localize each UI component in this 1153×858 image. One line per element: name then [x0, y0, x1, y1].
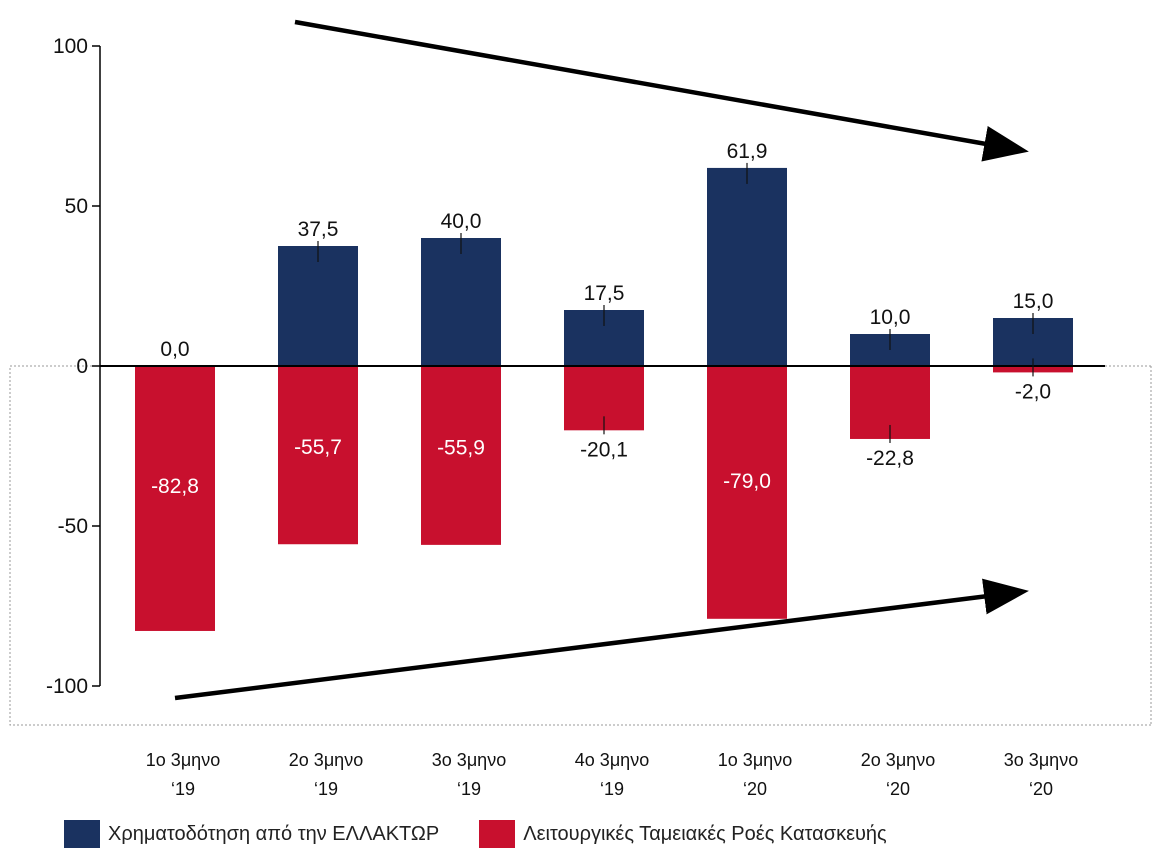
legend-label-funding: Χρηματοδότηση από την ΕΛΛΑΚΤΩΡ — [108, 822, 440, 845]
x-tick-label-year: ‘19 — [171, 779, 195, 799]
bar-operating-cash — [421, 366, 501, 545]
data-label-funding: 15,0 — [1013, 290, 1054, 313]
data-label-funding: 61,9 — [727, 140, 768, 163]
data-label-operating-cash: -55,7 — [294, 436, 342, 459]
x-tick-label: 2ο 3μηνο — [861, 750, 935, 770]
x-tick-label-year: ‘19 — [314, 779, 338, 799]
legend-label-operating-cash: Λειτουργικές Ταμειακές Ροές Κατασκευής — [523, 822, 887, 845]
y-tick-label: 0 — [76, 355, 88, 378]
legend: Χρηματοδότηση από την ΕΛΛΑΚΤΩΡ Λειτουργι… — [64, 820, 927, 848]
data-label-funding: 17,5 — [584, 282, 625, 305]
legend-item-funding: Χρηματοδότηση από την ΕΛΛΑΚΤΩΡ — [64, 820, 439, 848]
x-tick-label: 1ο 3μηνο — [718, 750, 792, 770]
data-label-operating-cash: -55,9 — [437, 436, 485, 459]
bar-operating-cash — [707, 366, 787, 619]
x-tick-label-year: ‘20 — [886, 779, 910, 799]
data-label-operating-cash: -20,1 — [580, 438, 628, 461]
x-tick-label: 2ο 3μηνο — [289, 750, 363, 770]
bar-funding — [421, 238, 501, 366]
x-tick-label-year: ‘19 — [600, 779, 624, 799]
data-label-funding: 10,0 — [870, 306, 911, 329]
data-label-operating-cash: -2,0 — [1015, 380, 1051, 403]
legend-swatch-operating-cash — [479, 820, 516, 848]
y-tick-label: 50 — [65, 195, 88, 218]
plot-frame-dotted — [9, 365, 1153, 726]
x-tick-label-year: ‘19 — [457, 779, 481, 799]
y-tick-label: -100 — [46, 675, 88, 698]
data-label-operating-cash: -79,0 — [723, 470, 771, 493]
x-tick-label: 4ο 3μηνο — [575, 750, 649, 770]
x-tick-label-year: ‘20 — [743, 779, 767, 799]
x-tick-label-year: ‘20 — [1029, 779, 1053, 799]
x-tick-label: 1ο 3μηνο — [146, 750, 220, 770]
x-tick-label: 3ο 3μηνο — [1004, 750, 1078, 770]
bar-operating-cash — [278, 366, 358, 545]
bar-operating-cash — [135, 366, 215, 631]
y-tick-label: 100 — [53, 35, 88, 58]
trend-arrow-up — [174, 578, 1029, 701]
legend-swatch-funding — [64, 820, 100, 848]
bar-funding — [707, 167, 787, 366]
bar-funding — [278, 246, 358, 366]
bar-chart: 100 50 0 -50 -100 0,0 37,5 40,0 17,5 61,9 10,0 15,0… — [9, 19, 1153, 799]
x-tick-label: 3ο 3μηνο — [432, 750, 506, 770]
trend-arrow-down — [294, 19, 1029, 162]
data-label-funding: 40,0 — [441, 210, 482, 233]
data-label-operating-cash: -22,8 — [866, 447, 914, 470]
data-label-funding: 0,0 — [160, 338, 189, 361]
legend-item-operating-cash: Λειτουργικές Ταμειακές Ροές Κατασκευής — [479, 820, 887, 848]
data-label-funding: 37,5 — [298, 218, 339, 241]
y-tick-label: -50 — [58, 515, 88, 538]
data-label-operating-cash: -82,8 — [151, 475, 199, 498]
